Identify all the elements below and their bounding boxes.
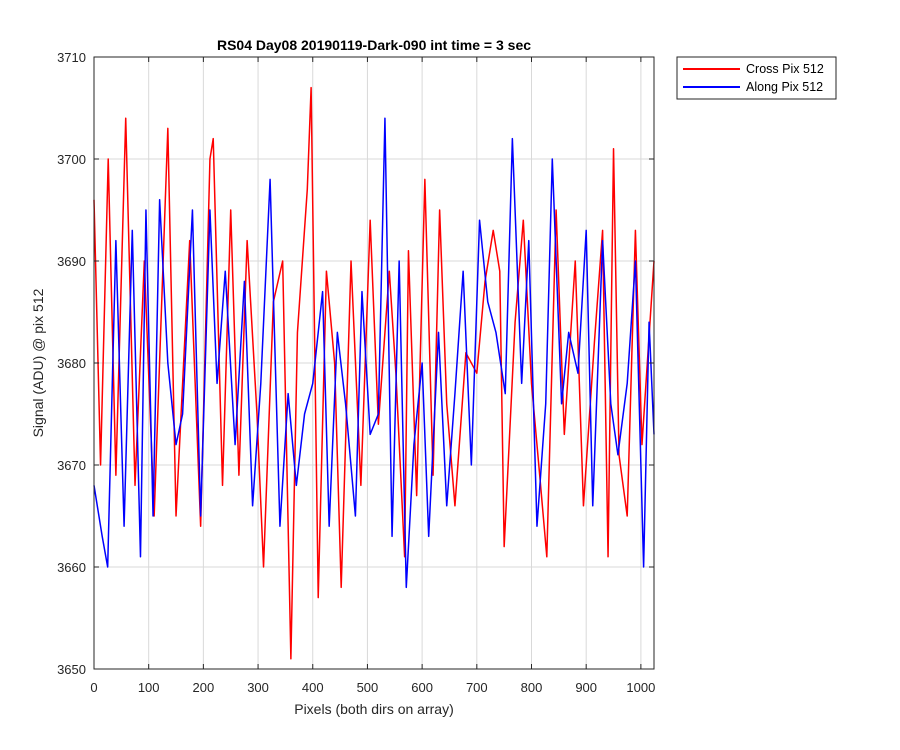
series-line-along-pix-512: [93, 117, 655, 589]
y-axis-label: Signal (ADU) @ pix 512: [30, 288, 46, 437]
series-layer: [93, 86, 655, 660]
legend-label-along: Along Pix 512: [746, 80, 823, 94]
y-tick-label: 3670: [57, 458, 86, 473]
legend-label-cross: Cross Pix 512: [746, 62, 824, 76]
y-tick-label: 3660: [57, 560, 86, 575]
y-tick-label: 3700: [57, 152, 86, 167]
x-tick-label: 1000: [626, 680, 655, 695]
x-tick-label: 400: [302, 680, 324, 695]
legend-box: [676, 56, 837, 100]
y-tick-label: 3710: [57, 50, 86, 65]
y-tick-label: 3650: [57, 662, 86, 677]
x-axis-label: Pixels (both dirs on array): [294, 701, 454, 717]
x-tick-label: 100: [138, 680, 160, 695]
y-tick-label: 3680: [57, 356, 86, 371]
x-tick-label: 900: [575, 680, 597, 695]
chart-title: RS04 Day08 20190119-Dark-090 int time = …: [217, 37, 531, 53]
x-tick-label: 600: [411, 680, 433, 695]
x-tick-label: 200: [193, 680, 215, 695]
y-tick-label: 3690: [57, 254, 86, 269]
x-tick-label: 300: [247, 680, 269, 695]
grid: [94, 57, 654, 669]
x-tick-label: 800: [521, 680, 543, 695]
x-tick-label: 0: [90, 680, 97, 695]
ticks: 0 100 200 300 400 500 600 700 800 900 1000 3650 3660…: [57, 50, 655, 695]
x-tick-label: 700: [466, 680, 488, 695]
x-tick-label: 500: [357, 680, 379, 695]
legend: Cross Pix 512 Along Pix 512: [676, 56, 837, 100]
